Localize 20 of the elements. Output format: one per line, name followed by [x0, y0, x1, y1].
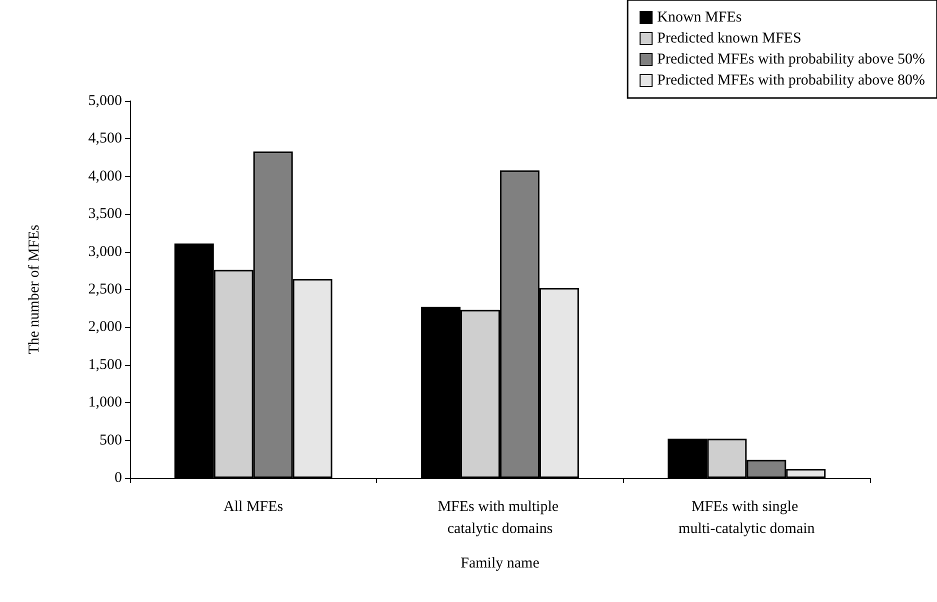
- x-tick-label: All MFEs: [224, 499, 284, 515]
- legend-label: Known MFEs: [657, 10, 742, 26]
- y-tick-label: 2,500: [88, 282, 122, 298]
- y-tick-label: 0: [114, 470, 122, 486]
- legend-label: Predicted MFEs with probability above 50%: [657, 52, 926, 68]
- x-axis-title: Family name: [460, 556, 540, 572]
- y-tick-label: 1,000: [88, 394, 122, 411]
- y-tick-label: 5,000: [88, 93, 122, 109]
- legend-label: Predicted MFEs with probability above 80%: [657, 72, 926, 88]
- x-tick-label: MFEs with multiple catalytic domains: [438, 499, 562, 537]
- y-axis-title: The number of MFEs: [26, 224, 42, 354]
- y-tick-label: 4,000: [88, 168, 122, 184]
- legend-label: Predicted known MFES: [657, 30, 802, 46]
- y-tick-label: 500: [100, 432, 122, 448]
- x-tick-label: MFEs with single multi-catalytic domain: [678, 499, 816, 537]
- y-tick-label: 3,500: [88, 206, 122, 222]
- y-tick-label: 4,500: [88, 130, 122, 147]
- y-tick-label: 3,000: [88, 244, 122, 260]
- y-tick-label: 2,000: [88, 319, 122, 336]
- y-tick-label: 1,500: [88, 356, 122, 373]
